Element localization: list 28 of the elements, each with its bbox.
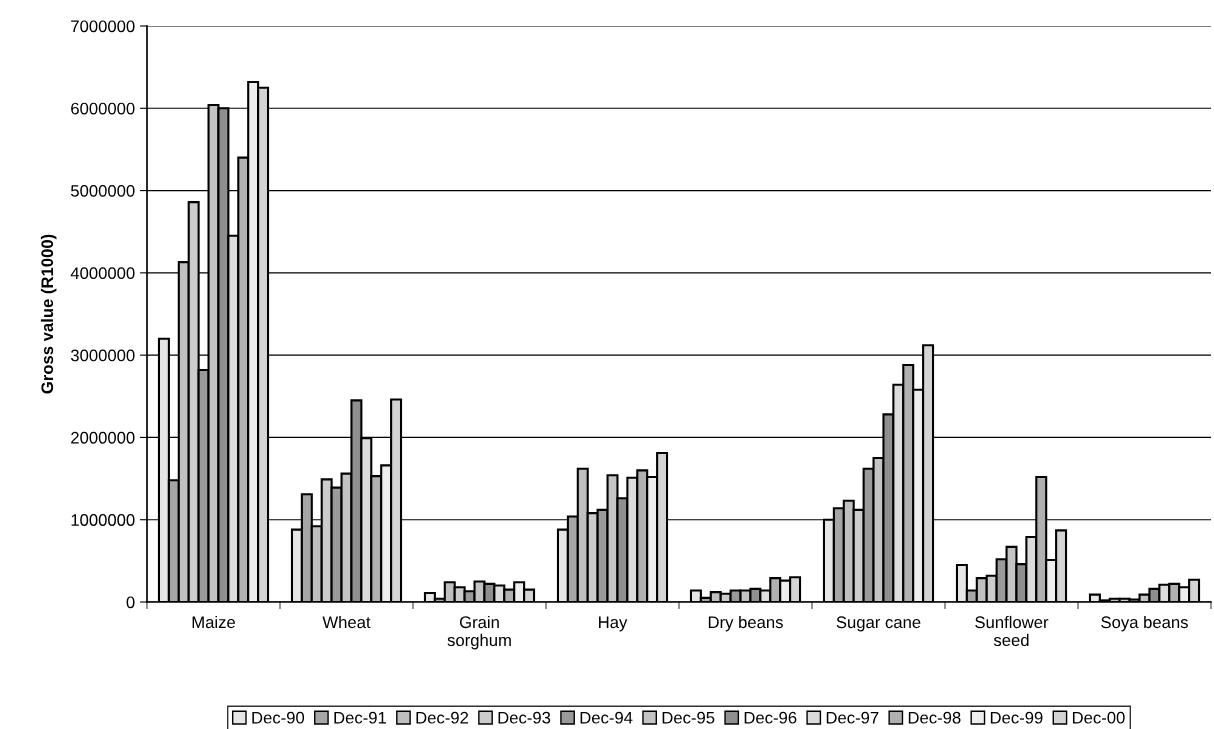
y-tick-label: 4000000 — [70, 267, 135, 280]
legend-label: Dec-90 — [252, 711, 305, 724]
x-tick-label: Dry beans — [708, 615, 783, 632]
x-tick-label: Sugar cane — [836, 616, 921, 632]
legend-label: Dec-91 — [334, 711, 386, 724]
legend-label: Dec-93 — [498, 711, 551, 724]
y-axis-title: Gross value (R1000) — [40, 234, 57, 394]
x-tick-label: Maize — [192, 615, 235, 629]
legend-label: Dec-97 — [826, 711, 879, 724]
x-tick-label: Soya beans — [1101, 615, 1188, 632]
x-tick-label: Grain sorghum — [447, 615, 511, 650]
legend-label: Dec-96 — [744, 711, 797, 724]
x-tick-label: Sunflower seed — [975, 615, 1049, 647]
x-tick-label: Wheat — [322, 615, 371, 629]
y-tick-label: 2000000 — [71, 431, 135, 444]
x-tick-label: Hay — [599, 616, 628, 632]
y-tick-label: 7000000 — [71, 20, 135, 33]
legend-label: Dec-95 — [662, 711, 715, 724]
y-tick-label: 6000000 — [71, 102, 135, 115]
y-tick-label: 3000000 — [70, 349, 135, 362]
legend-label: Dec-99 — [990, 711, 1043, 724]
legend-label: Dec-94 — [580, 711, 633, 724]
y-tick-label: 0 — [126, 596, 135, 609]
y-tick-label: 5000000 — [70, 184, 135, 197]
legend-label: Dec-92 — [416, 711, 469, 724]
y-tick-label: 1000000 — [71, 514, 135, 526]
legend-label: Dec-00 — [1072, 711, 1125, 724]
legend-label: Dec-98 — [908, 711, 961, 724]
